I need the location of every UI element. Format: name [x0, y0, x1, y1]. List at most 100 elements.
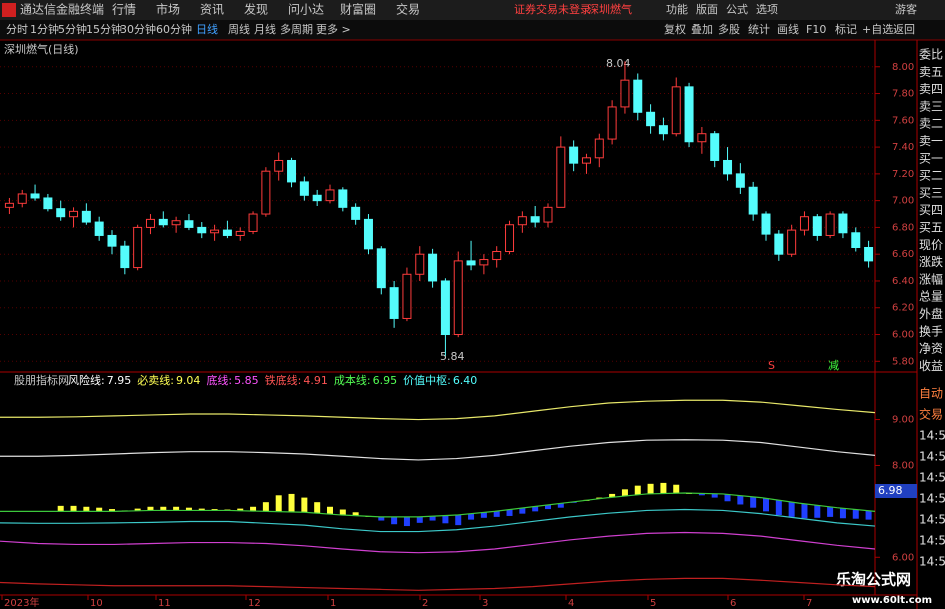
- period-button[interactable]: 周线: [228, 22, 250, 36]
- sidebar-item[interactable]: 换手: [919, 324, 943, 338]
- indicator-item-value: 4.91: [303, 374, 328, 387]
- candle-body: [838, 213, 848, 234]
- sidebar-item[interactable]: 现价: [919, 238, 943, 252]
- indicator-item-name: 风险线:: [68, 373, 105, 387]
- marker: 减: [828, 359, 839, 372]
- candle-body: [94, 221, 104, 236]
- menu-item[interactable]: 发现: [244, 2, 268, 17]
- indicator-bar: [250, 506, 257, 512]
- period-button[interactable]: 更多 >: [316, 22, 351, 36]
- sidebar-item: 14:56: [919, 513, 945, 527]
- tool-button[interactable]: 多股: [718, 22, 740, 36]
- sidebar-item[interactable]: 买五: [919, 221, 943, 235]
- tool-button[interactable]: 返回: [893, 23, 915, 36]
- sidebar-item[interactable]: 涨幅: [919, 271, 943, 286]
- candle-body: [363, 218, 373, 250]
- tool-button[interactable]: 画线: [777, 22, 799, 36]
- indicator-bar: [352, 512, 359, 516]
- indicator-bar: [327, 506, 333, 515]
- period-button[interactable]: 30分钟: [120, 22, 156, 36]
- period-button[interactable]: 60分钟: [156, 22, 192, 36]
- period-button[interactable]: 月线: [254, 22, 276, 36]
- sidebar-item[interactable]: 买一: [919, 151, 943, 165]
- sidebar-item[interactable]: 收益: [919, 359, 943, 373]
- sidebar-item[interactable]: 卖三: [919, 99, 943, 113]
- candle-body: [120, 245, 130, 269]
- candle-body: [145, 218, 155, 228]
- indicator-bar: [134, 508, 141, 511]
- tool-button[interactable]: 复权: [664, 22, 686, 36]
- y-tick-label: 6.80: [892, 222, 914, 233]
- period-button[interactable]: 多周期: [280, 22, 313, 36]
- sidebar-item[interactable]: 总量: [919, 290, 943, 304]
- y-tick-label: 8.00: [892, 62, 914, 73]
- tool-button[interactable]: +自选: [862, 23, 893, 36]
- candle-body: [402, 273, 412, 319]
- menu-item[interactable]: 财富圈: [340, 2, 376, 17]
- indicator-line: [0, 508, 876, 533]
- sidebar-item[interactable]: 卖一: [919, 134, 943, 148]
- indicator-bar: [506, 509, 513, 516]
- menu-item[interactable]: 资讯: [200, 3, 224, 17]
- candle-body: [735, 173, 745, 188]
- toolbar: [0, 20, 945, 40]
- indicator-bar: [545, 504, 551, 510]
- candle-body: [17, 193, 27, 204]
- menu-item[interactable]: 市场: [156, 2, 180, 17]
- candle-body: [787, 229, 797, 255]
- indicator-bar: [698, 493, 705, 496]
- tool-button[interactable]: 标记: [835, 22, 857, 36]
- period-button[interactable]: 5分钟: [58, 22, 87, 36]
- sidebar-item[interactable]: 卖二: [919, 117, 943, 131]
- x-tick-label: 6: [730, 598, 736, 609]
- period-button[interactable]: 1分钟: [30, 22, 59, 36]
- sidebar-item[interactable]: 外盘: [919, 306, 943, 321]
- sidebar-item[interactable]: 卖四: [919, 82, 943, 96]
- period-button[interactable]: 15分钟: [86, 22, 122, 36]
- candle-body: [248, 213, 258, 232]
- sidebar-item[interactable]: 买三: [919, 186, 943, 200]
- indicator-bar: [378, 516, 385, 521]
- sidebar-item[interactable]: 委比: [919, 48, 943, 62]
- sidebar-item[interactable]: 卖五: [919, 65, 943, 79]
- sidebar-item[interactable]: 买四: [919, 203, 943, 217]
- indicator-item-name: 价值中枢:: [403, 373, 451, 387]
- menu-item[interactable]: 选项: [756, 3, 778, 16]
- candle-body: [569, 146, 579, 164]
- menu-item[interactable]: 交易: [396, 2, 420, 17]
- candle-body: [453, 260, 463, 336]
- indicator-line: [0, 492, 876, 518]
- sidebar-item[interactable]: 涨跌: [919, 254, 943, 269]
- user[interactable]: 游客: [895, 2, 917, 16]
- menu-item[interactable]: 问小达: [288, 3, 324, 17]
- sidebar-item: 14:56: [919, 534, 945, 548]
- x-tick-label: 3: [482, 598, 488, 609]
- indicator-bar: [647, 483, 654, 494]
- candle-body: [466, 260, 476, 266]
- candle-body: [69, 210, 79, 218]
- candle-body: [222, 229, 232, 236]
- indicator-bar: [96, 507, 103, 512]
- candle-body: [646, 111, 656, 127]
- candle-body: [30, 193, 40, 199]
- candle-body: [517, 216, 527, 226]
- x-tick-label: 4: [568, 598, 574, 609]
- y-tick-label: 9.00: [892, 415, 914, 426]
- menu-item[interactable]: 功能: [666, 2, 688, 16]
- indicator-bar: [493, 511, 500, 517]
- sidebar-item[interactable]: 买二: [919, 169, 943, 183]
- tool-button[interactable]: 统计: [748, 23, 770, 36]
- menu-item[interactable]: 公式: [726, 3, 748, 16]
- sidebar-item[interactable]: 净资: [919, 342, 943, 356]
- indicator-bar: [557, 503, 564, 508]
- menu-item[interactable]: 版面: [696, 2, 718, 16]
- indicator-line: [0, 439, 876, 461]
- period-button[interactable]: 日线: [196, 22, 218, 36]
- tool-button[interactable]: F10: [806, 23, 826, 36]
- sidebar-item: 14:56: [919, 429, 945, 443]
- period-button[interactable]: 分时: [6, 23, 28, 36]
- tool-button[interactable]: 叠加: [691, 23, 713, 36]
- candle-body: [287, 159, 297, 183]
- menu-item[interactable]: 行情: [112, 3, 136, 17]
- indicator-bar: [711, 493, 718, 498]
